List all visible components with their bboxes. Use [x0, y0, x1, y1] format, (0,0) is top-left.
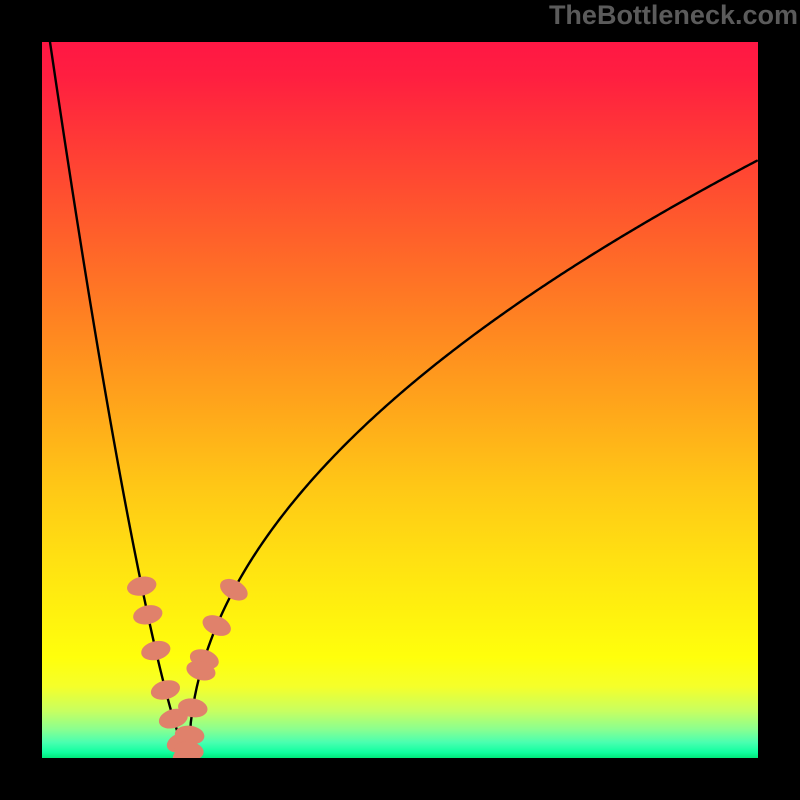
bottleneck-chart [0, 0, 800, 800]
watermark-text: TheBottleneck.com [549, 0, 798, 31]
chart-root: TheBottleneck.com [0, 0, 800, 800]
